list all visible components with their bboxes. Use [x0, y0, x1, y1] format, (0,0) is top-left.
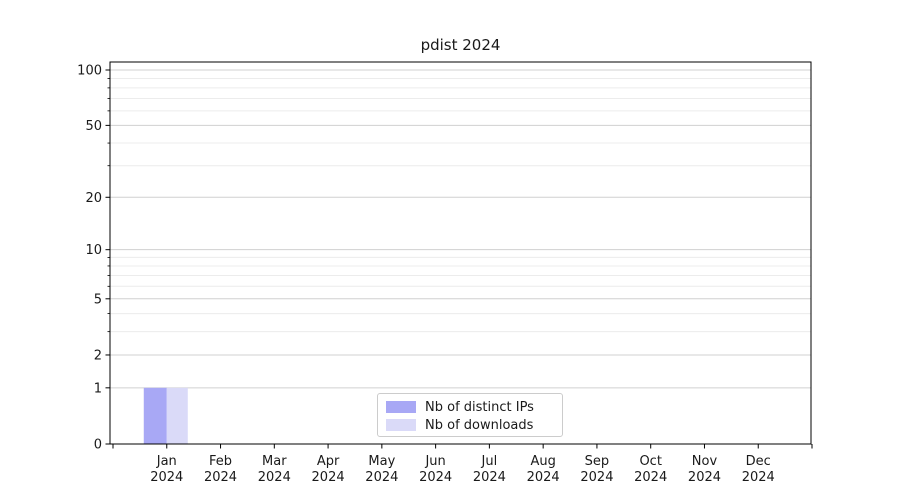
x-tick-label: Jun 2024: [419, 454, 452, 485]
legend-label-distinct-ips: Nb of distinct IPs: [425, 399, 534, 415]
y-tick-label: 5: [94, 292, 102, 307]
legend-label-downloads: Nb of downloads: [425, 417, 534, 433]
y-tick-label: 1: [94, 381, 102, 396]
legend-swatch-downloads-icon: [386, 419, 416, 431]
x-tick-label: Feb 2024: [204, 454, 237, 485]
bar-distinct-ips: [143, 387, 167, 444]
legend: Nb of distinct IPs Nb of downloads: [377, 393, 563, 437]
x-tick-label: Dec 2024: [742, 454, 775, 485]
x-tick-label: Oct 2024: [634, 454, 667, 485]
x-axis: Jan 2024 Feb 2024 Mar 2024 Apr 2024 May 2024 Jun 20…: [112, 444, 813, 485]
y-tick-label: 20: [85, 191, 102, 206]
x-tick-label: Aug 2024: [527, 454, 560, 485]
x-tick-label: Apr 2024: [312, 454, 345, 485]
y-tick-label: 10: [85, 243, 102, 258]
y-axis: 0 1 2 5 10 20 50 100: [77, 64, 110, 453]
x-tick-label: Nov 2024: [688, 454, 721, 485]
x-tick-label: Jan 2024: [150, 454, 183, 485]
bars: [143, 387, 188, 444]
chart-title: pdist 2024: [420, 36, 501, 54]
plot-border: [109, 61, 812, 445]
legend-swatch-distinct-ips-icon: [386, 401, 416, 413]
legend-item-downloads: Nb of downloads: [386, 416, 562, 434]
y-tick-label: 50: [85, 119, 102, 134]
x-tick-label: Mar 2024: [258, 454, 291, 485]
legend-item-distinct-ips: Nb of distinct IPs: [386, 398, 562, 416]
y-major-gridlines: [110, 69, 811, 389]
x-tick-label: May 2024: [365, 454, 398, 485]
x-tick-label: Jul 2024: [473, 454, 506, 485]
y-minor-gridlines: [110, 77, 811, 333]
x-tick-label: Sep 2024: [580, 454, 613, 485]
y-tick-label: 100: [77, 64, 102, 79]
y-tick-label: 2: [94, 348, 102, 363]
bar-downloads: [166, 387, 188, 444]
y-tick-label: 0: [94, 438, 102, 453]
